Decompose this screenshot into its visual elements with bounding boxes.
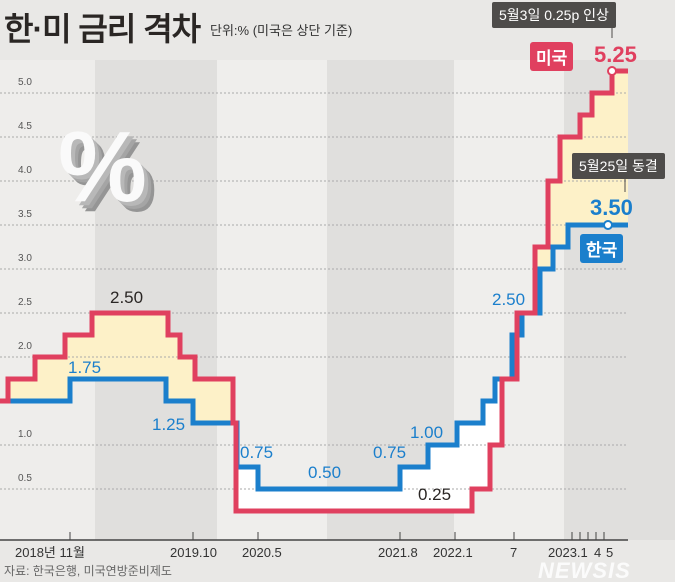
us-rate-line: [0, 68, 628, 514]
kr-current-value: 3.50: [590, 195, 633, 220]
x-tick-label: 2023.1: [548, 545, 588, 560]
x-tick-label: 4: [594, 545, 601, 560]
gap-fill: [193, 357, 195, 423]
percent-icon: %: [58, 111, 147, 223]
kr-legend-badge: 한국: [580, 234, 624, 263]
x-tick-label: 2018년 11월: [15, 545, 85, 560]
data-label: 0.50: [308, 463, 341, 482]
data-label: 0.25: [418, 485, 451, 504]
gap-fill: [237, 467, 258, 511]
gap-fill: [168, 335, 180, 401]
us-current-value: 5.25: [594, 42, 637, 67]
x-tick-label: 2022.1: [433, 545, 473, 560]
gap-fill: [483, 401, 490, 489]
gap-fill: [553, 181, 560, 247]
data-label: 0.75: [240, 443, 273, 462]
gap-fill: [560, 137, 568, 247]
y-tick-label: 4.5: [18, 121, 32, 132]
unit-note: 단위:% (미국은 상단 기준): [210, 23, 353, 38]
x-tick-label: 2021.8: [378, 545, 418, 560]
y-tick-label: 5.0: [18, 77, 32, 88]
data-label: 0.75: [373, 443, 406, 462]
gap-fill: [495, 379, 502, 445]
gap-fill: [8, 379, 35, 401]
source-note: 자료: 한국은행, 미국연방준비제도: [4, 564, 172, 578]
gap-fill: [612, 71, 628, 225]
us-hike-callout: 5월3일 0.25p 인상: [492, 2, 616, 28]
data-label: 1.00: [410, 423, 443, 442]
newsis-logo: NEWSIS: [538, 558, 631, 582]
background-band: [0, 60, 95, 540]
gap-fill: [258, 489, 400, 511]
y-tick-label: 0.5: [18, 473, 32, 484]
data-label: 2.50: [110, 288, 143, 307]
gap-fill: [35, 357, 65, 401]
y-tick-label: 4.0: [18, 165, 32, 176]
x-tick-label: 2020.5: [242, 545, 282, 560]
gap-fill: [92, 313, 166, 379]
gap-fill: [472, 423, 483, 489]
data-label: 2.50: [492, 290, 525, 309]
y-tick-label: 2.0: [18, 341, 32, 352]
y-tick-label: 1.0: [18, 429, 32, 440]
gap-fill: [65, 335, 70, 401]
gap-fill: [195, 379, 233, 423]
us-legend-badge: 미국: [530, 42, 574, 71]
data-label: 1.25: [152, 415, 185, 434]
y-tick-label: 2.5: [18, 297, 32, 308]
data-label: 1.75: [68, 358, 101, 377]
gap-fill: [490, 401, 495, 445]
gap-fill: [540, 247, 548, 269]
y-tick-label: 3.5: [18, 209, 32, 220]
x-tick-label: 2019.10: [170, 545, 217, 560]
gap-fill: [428, 445, 457, 511]
gap-fill: [180, 357, 193, 401]
kr-latest-marker: [603, 220, 613, 230]
page-title: 한·미 금리 격차: [4, 11, 201, 47]
kr-hold-callout: 5월25일 동결: [572, 153, 665, 179]
us-latest-marker: [607, 66, 617, 76]
y-tick-label: 3.0: [18, 253, 32, 264]
x-tick-label: 7: [510, 545, 517, 560]
x-tick-label: 5: [606, 545, 613, 560]
gap-fill: [166, 313, 168, 401]
kr-rate-line: [0, 222, 628, 492]
background-band: [95, 60, 217, 540]
